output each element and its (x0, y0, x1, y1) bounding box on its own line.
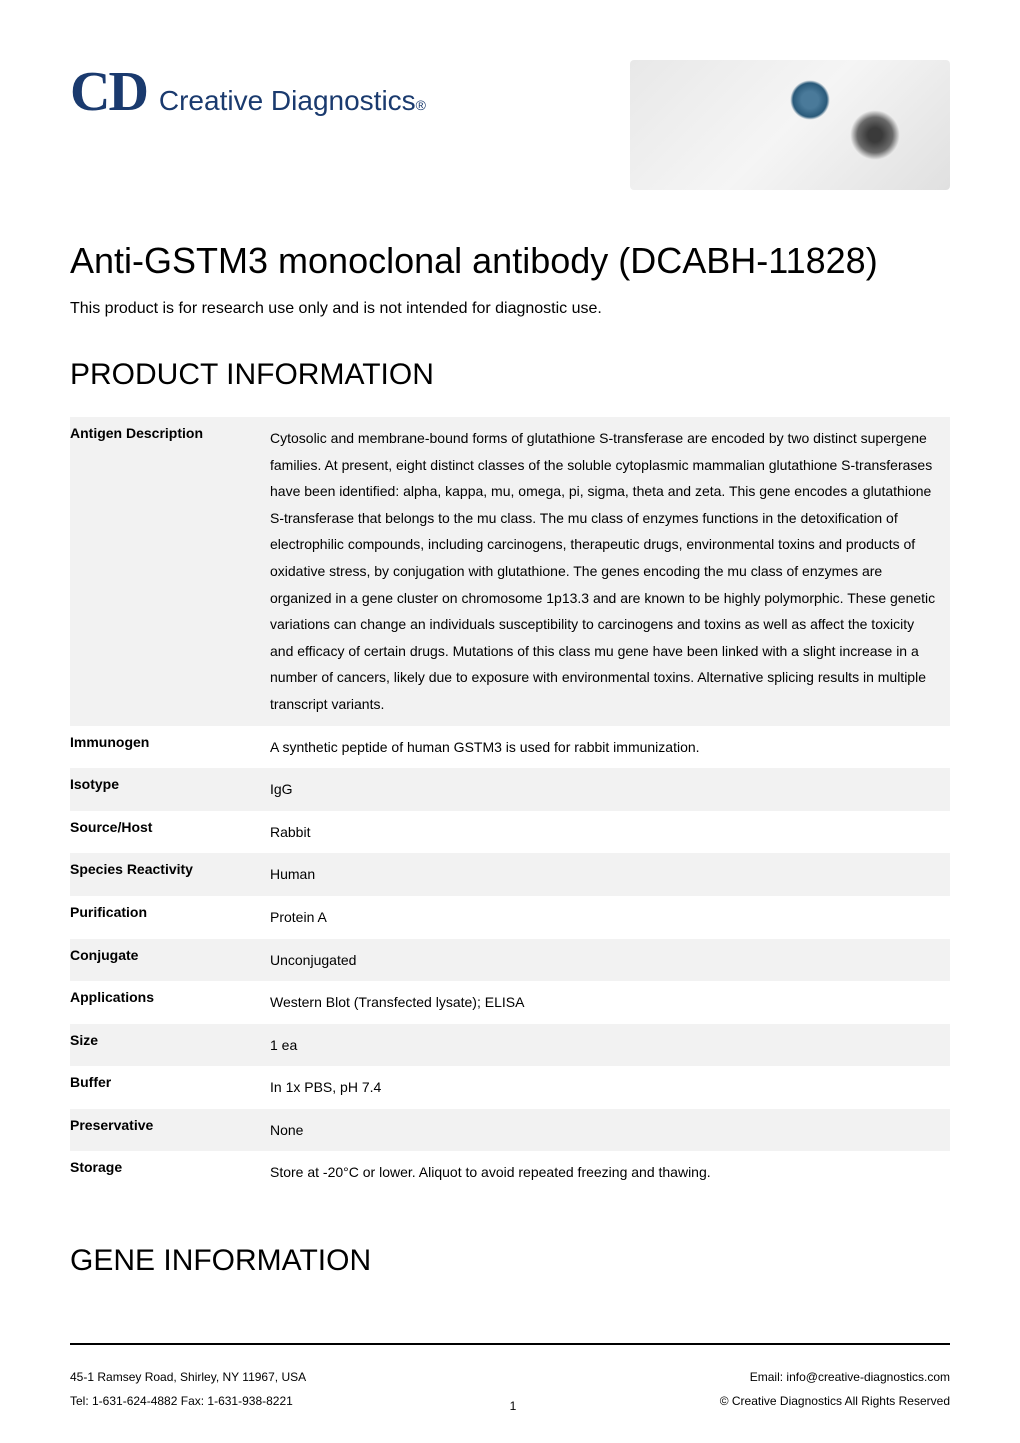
footer-right: Email: info@creative-diagnostics.com © C… (720, 1365, 950, 1413)
info-value: In 1x PBS, pH 7.4 (270, 1066, 950, 1109)
header-decorative-image (630, 60, 950, 190)
info-label: Isotype (70, 768, 270, 800)
info-label: Conjugate (70, 939, 270, 971)
table-row: Applications Western Blot (Transfected l… (70, 981, 950, 1024)
section-title-product-info: PRODUCT INFORMATION (70, 358, 950, 392)
table-row: Species Reactivity Human (70, 853, 950, 896)
table-row: Size 1 ea (70, 1024, 950, 1067)
info-value: Unconjugated (270, 939, 950, 982)
info-value: IgG (270, 768, 950, 811)
info-label: Storage (70, 1151, 270, 1183)
info-label: Species Reactivity (70, 853, 270, 885)
page-container: CD Creative Diagnostics ® Anti-GSTM3 mon… (0, 0, 1020, 1443)
table-row: Isotype IgG (70, 768, 950, 811)
logo-registered-icon: ® (416, 97, 426, 113)
info-value: Cytosolic and membrane-bound forms of gl… (270, 417, 950, 726)
logo-cd-text: CD (70, 60, 147, 124)
footer-content: 45-1 Ramsey Road, Shirley, NY 11967, USA… (70, 1365, 950, 1413)
section-title-gene-info: GENE INFORMATION (70, 1244, 950, 1278)
product-subtitle: This product is for research use only an… (70, 300, 950, 318)
table-row: Source/Host Rabbit (70, 811, 950, 854)
info-label: Size (70, 1024, 270, 1056)
logo-brand-text: Creative Diagnostics (159, 85, 416, 117)
footer-page-number: 1 (510, 1399, 517, 1413)
table-row: Storage Store at -20°C or lower. Aliquot… (70, 1151, 950, 1194)
info-value: 1 ea (270, 1024, 950, 1067)
footer-copyright: © Creative Diagnostics All Rights Reserv… (720, 1389, 950, 1413)
gene-info-section: GENE INFORMATION (70, 1244, 950, 1278)
product-title: Anti-GSTM3 monoclonal antibody (DCABH-11… (70, 240, 950, 282)
info-value: A synthetic peptide of human GSTM3 is us… (270, 726, 950, 769)
footer-tel-fax: Tel: 1-631-624-4882 Fax: 1-631-938-8221 (70, 1389, 306, 1413)
info-value: None (270, 1109, 950, 1152)
table-row: Buffer In 1x PBS, pH 7.4 (70, 1066, 950, 1109)
info-label: Purification (70, 896, 270, 928)
table-row: Antigen Description Cytosolic and membra… (70, 417, 950, 726)
header: CD Creative Diagnostics ® (70, 60, 950, 190)
table-row: Purification Protein A (70, 896, 950, 939)
footer-email: Email: info@creative-diagnostics.com (720, 1365, 950, 1389)
info-value: Rabbit (270, 811, 950, 854)
info-label: Preservative (70, 1109, 270, 1141)
info-label: Buffer (70, 1066, 270, 1098)
footer-left: 45-1 Ramsey Road, Shirley, NY 11967, USA… (70, 1365, 306, 1413)
info-value: Human (270, 853, 950, 896)
info-label: Immunogen (70, 726, 270, 758)
table-row: Conjugate Unconjugated (70, 939, 950, 982)
footer-divider (70, 1343, 950, 1345)
table-row: Preservative None (70, 1109, 950, 1152)
logo: CD Creative Diagnostics ® (70, 60, 426, 124)
info-value: Western Blot (Transfected lysate); ELISA (270, 981, 950, 1024)
footer: 45-1 Ramsey Road, Shirley, NY 11967, USA… (70, 1343, 950, 1413)
info-label: Applications (70, 981, 270, 1013)
info-label: Antigen Description (70, 417, 270, 449)
table-row: Immunogen A synthetic peptide of human G… (70, 726, 950, 769)
footer-address: 45-1 Ramsey Road, Shirley, NY 11967, USA (70, 1365, 306, 1389)
product-info-table: Antigen Description Cytosolic and membra… (70, 417, 950, 1194)
info-value: Protein A (270, 896, 950, 939)
info-label: Source/Host (70, 811, 270, 843)
info-value: Store at -20°C or lower. Aliquot to avoi… (270, 1151, 950, 1194)
